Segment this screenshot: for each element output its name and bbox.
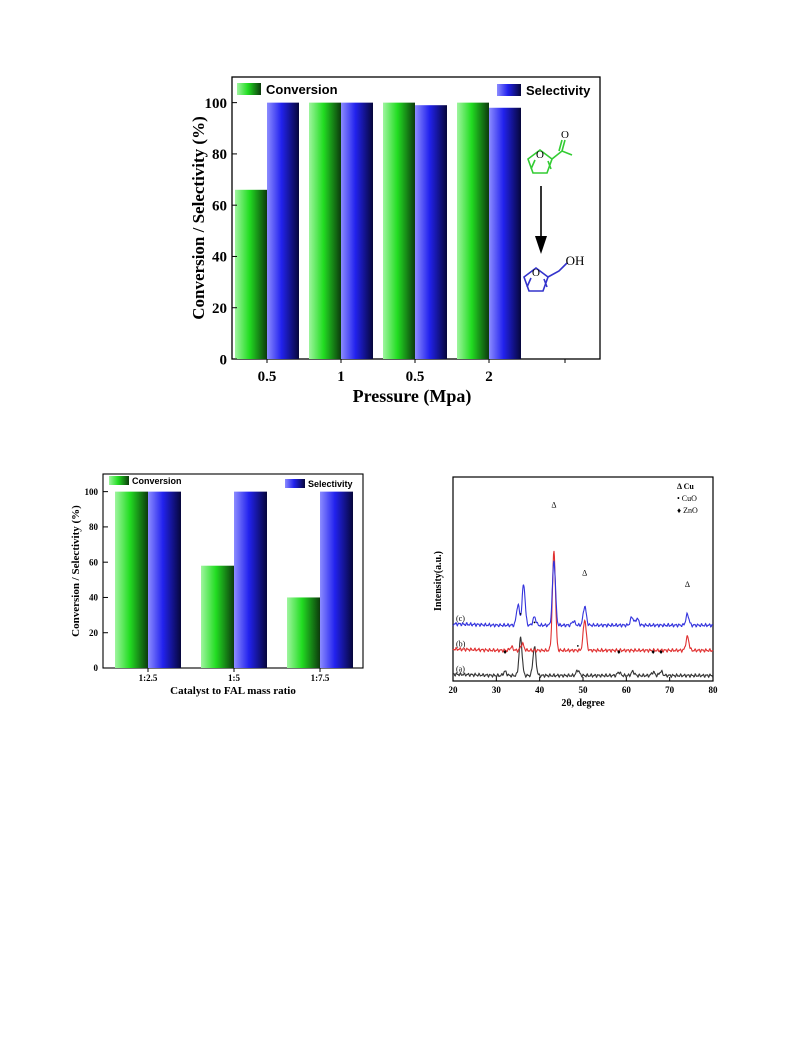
y-tick-label: 0	[94, 663, 99, 673]
x-tick-label: 70	[665, 685, 675, 695]
y-axis-label: Conversion / Selectivity (%)	[189, 116, 208, 320]
product-furfuryl-alcohol	[523, 262, 568, 292]
bar-selectivity-1	[341, 102, 373, 360]
reactant-furfural	[527, 139, 573, 174]
legend-label-conversion: Conversion	[132, 476, 182, 486]
y-tick-label: 60	[89, 557, 99, 567]
peak-marker-zno: ♦	[617, 648, 621, 656]
y-tick-label: 40	[212, 250, 227, 266]
peak-marker-zno: ♦	[651, 648, 655, 656]
legend-conversion: Conversion	[237, 82, 338, 97]
xrd-line-1	[452, 550, 714, 654]
x-axis-label: 2θ, degree	[561, 698, 605, 709]
legend-selectivity: Selectivity	[285, 479, 353, 489]
bar-conversion-1	[309, 102, 341, 360]
y-tick-label: 40	[89, 593, 99, 603]
x-tick-label: 30	[492, 685, 502, 695]
xrd-line-2	[452, 560, 714, 628]
xrd-line-0	[453, 636, 714, 679]
x-tick-label: 2	[485, 369, 493, 385]
legend-label-selectivity: Selectivity	[308, 479, 353, 489]
series-label: (b)	[456, 639, 466, 648]
series-label: (a)	[456, 664, 465, 673]
y-tick-label: 20	[89, 628, 99, 638]
x-tick-label: 1:5	[228, 673, 240, 683]
x-tick-label: 50	[579, 685, 589, 695]
reaction-arrow-icon	[535, 186, 547, 254]
peak-marker-zno: ♦	[503, 648, 507, 656]
bar-selectivity-0	[267, 102, 299, 360]
legend-label-selectivity: Selectivity	[526, 83, 591, 98]
peak-marker-cuo: •	[577, 642, 580, 650]
peak-marker-cu: Δ	[582, 569, 587, 578]
bar-selectivity-2	[415, 105, 447, 359]
bar-selectivity-2	[320, 491, 353, 668]
bar-conversion-2	[383, 102, 415, 360]
x-tick-label: 0.5	[406, 369, 425, 385]
bar-conversion-3	[457, 102, 489, 360]
y-tick-label: 80	[212, 147, 227, 163]
legend-label-conversion: Conversion	[266, 82, 338, 97]
peak-marker-cuo: •	[533, 619, 536, 627]
legend-swatch-conversion	[237, 83, 261, 95]
x-tick-label: 40	[535, 685, 545, 695]
y-axis-label: Intensity(a.u.)	[433, 551, 444, 611]
y-axis-label: Conversion / Selectivity (%)	[70, 505, 82, 637]
x-tick-label: 80	[709, 685, 719, 695]
bar-conversion-2	[287, 597, 320, 668]
reactant-aldehyde-oxygen: O	[561, 129, 569, 141]
peak-marker-cu: Δ	[685, 580, 690, 589]
x-axis-label: Catalyst to FAL mass ratio	[170, 685, 296, 697]
legend-conversion: Conversion	[109, 476, 182, 486]
x-tick-label: 20	[449, 685, 459, 695]
peak-marker-cu: Δ	[551, 501, 556, 510]
bar-selectivity-3	[489, 107, 521, 359]
x-tick-label: 0.5	[258, 369, 277, 385]
pressure-bar-chart: 0 20 40 60 80 100 0.5 1 0.5 2 Conversion Selecti…	[189, 76, 601, 407]
x-tick-label: 1:2.5	[139, 673, 158, 683]
y-tick-label: 20	[212, 301, 227, 317]
legend-swatch-selectivity	[285, 479, 305, 488]
x-tick-label: 60	[622, 685, 632, 695]
y-tick-label: 0	[220, 352, 228, 368]
product-hydroxyl: OH	[566, 253, 585, 268]
legend-swatch-selectivity	[497, 84, 521, 96]
legend-swatch-conversion	[109, 476, 129, 485]
bar-selectivity-0	[148, 491, 181, 668]
legend-selectivity: Selectivity	[497, 83, 591, 98]
xrd-pattern-chart: (a) (b) (c) 20 30 40 50 60 70 80 Δ Δ Δ • • • ♦ ♦ ♦ ♦ Δ Cu…	[433, 476, 719, 709]
x-tick-label: 1	[337, 369, 345, 385]
bar-conversion-0	[115, 491, 148, 668]
peak-marker-zno: ♦	[659, 648, 663, 656]
x-axis-label: Pressure (Mpa)	[353, 386, 472, 407]
legend-entry-cuo: • CuO	[677, 494, 697, 503]
y-tick-label: 80	[89, 522, 99, 532]
series-label: (c)	[456, 614, 465, 623]
bar-conversion-1	[201, 565, 234, 668]
bar-conversion-0	[235, 189, 267, 359]
peak-marker-cuo: •	[519, 610, 522, 618]
legend-entry-zno: ♦ ZnO	[677, 506, 698, 515]
y-tick-label: 60	[212, 198, 227, 214]
mass-ratio-bar-chart: 0 20 40 60 80 100 1:2.5 1:5 1:7.5 Conversion Se…	[70, 473, 364, 697]
x-tick-label: 1:7.5	[311, 673, 330, 683]
product-ring-oxygen: O	[532, 267, 540, 279]
y-tick-label: 100	[205, 96, 228, 112]
y-tick-label: 100	[85, 487, 99, 497]
bar-selectivity-1	[234, 491, 267, 668]
legend-entry-cu: Δ Cu	[677, 482, 694, 491]
reactant-ring-oxygen: O	[536, 149, 544, 161]
